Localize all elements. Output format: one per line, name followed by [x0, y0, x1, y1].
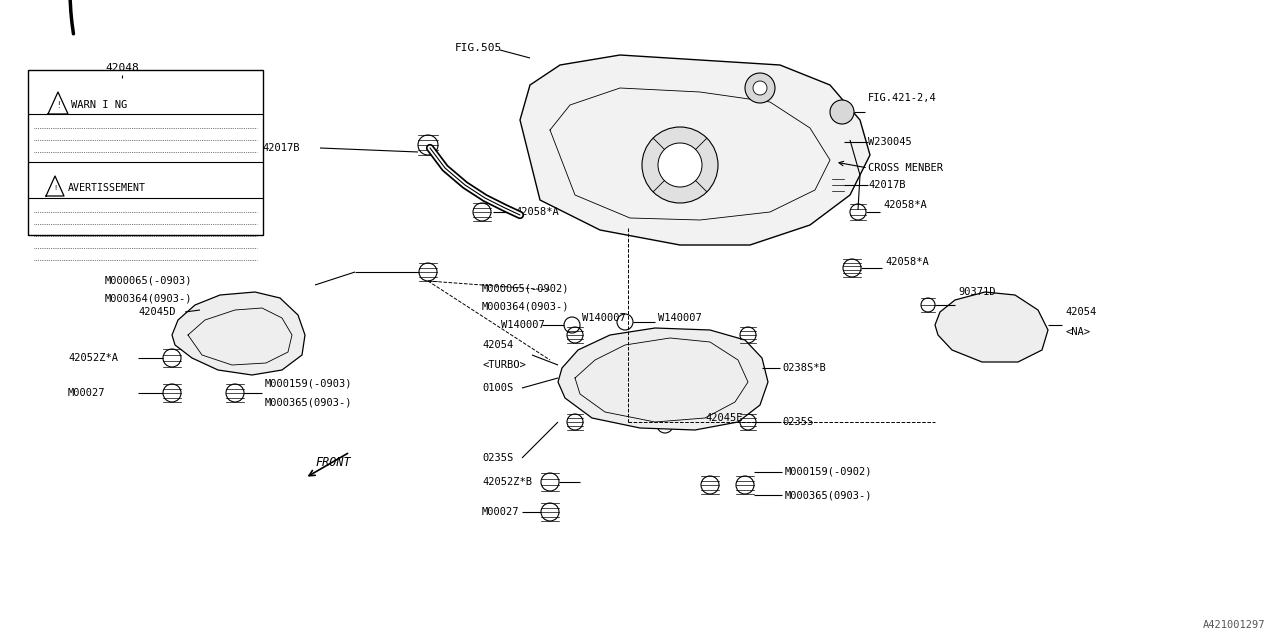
Text: W140007: W140007	[582, 313, 626, 323]
Text: !: !	[52, 185, 58, 191]
Text: 0235S: 0235S	[483, 453, 513, 463]
Polygon shape	[934, 292, 1048, 362]
Text: 42017B: 42017B	[262, 143, 300, 153]
Text: <NA>: <NA>	[1065, 327, 1091, 337]
FancyBboxPatch shape	[28, 70, 262, 235]
Text: M000365(0903-): M000365(0903-)	[785, 490, 873, 500]
Text: !: !	[56, 100, 60, 109]
Text: WARN I NG: WARN I NG	[70, 100, 127, 110]
Circle shape	[658, 143, 701, 187]
Text: M000364(0903-): M000364(0903-)	[483, 301, 570, 311]
Circle shape	[745, 73, 774, 103]
Text: 0235S: 0235S	[782, 417, 813, 427]
Text: A421001297: A421001297	[1202, 620, 1265, 630]
Text: 42045E: 42045E	[705, 413, 742, 423]
Text: <TURBO>: <TURBO>	[483, 360, 526, 370]
Text: M000065(-0903): M000065(-0903)	[105, 275, 192, 285]
Text: M000065(-0902): M000065(-0902)	[483, 283, 570, 293]
Polygon shape	[520, 55, 870, 245]
Text: 42058*A: 42058*A	[883, 200, 927, 210]
Text: M00027: M00027	[483, 507, 520, 517]
Text: 42058*A: 42058*A	[515, 207, 559, 217]
Text: 42048: 42048	[105, 63, 138, 73]
Text: M00027: M00027	[68, 388, 105, 398]
Text: 42054: 42054	[1065, 307, 1096, 317]
Text: W140007: W140007	[658, 313, 701, 323]
Text: AVERTISSEMENT: AVERTISSEMENT	[68, 183, 146, 193]
Text: M000364(0903-): M000364(0903-)	[105, 293, 192, 303]
Text: 90371D: 90371D	[957, 287, 996, 297]
Text: CROSS MENBER: CROSS MENBER	[868, 163, 943, 173]
Text: FRONT: FRONT	[315, 456, 351, 468]
Text: 42058*A: 42058*A	[884, 257, 929, 267]
Circle shape	[753, 81, 767, 95]
Circle shape	[643, 127, 718, 203]
Text: W140007: W140007	[502, 320, 545, 330]
Text: M000159(-0903): M000159(-0903)	[265, 379, 352, 389]
Text: 0100S: 0100S	[483, 383, 513, 393]
Polygon shape	[172, 292, 305, 375]
Text: M000159(-0902): M000159(-0902)	[785, 467, 873, 477]
Text: FIG.421-2,4: FIG.421-2,4	[868, 93, 937, 103]
Text: 42045D: 42045D	[138, 307, 175, 317]
Text: 42017B: 42017B	[868, 180, 905, 190]
Text: 0238S*B: 0238S*B	[782, 363, 826, 373]
Polygon shape	[558, 328, 768, 430]
Text: M000365(0903-): M000365(0903-)	[265, 397, 352, 407]
Text: W230045: W230045	[868, 137, 911, 147]
Text: 42052Z*A: 42052Z*A	[68, 353, 118, 363]
Text: FIG.505: FIG.505	[454, 43, 502, 53]
Text: 42052Z*B: 42052Z*B	[483, 477, 532, 487]
Circle shape	[829, 100, 854, 124]
Text: 42054: 42054	[483, 340, 513, 350]
